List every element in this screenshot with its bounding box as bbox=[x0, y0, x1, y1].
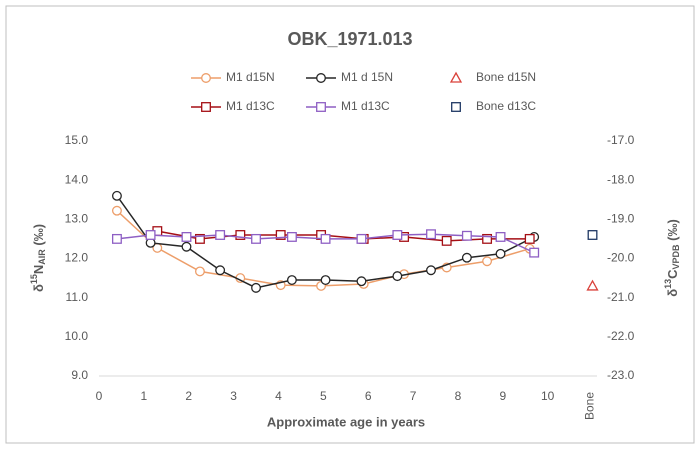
data-point bbox=[251, 233, 261, 244]
x-tick-label: 7 bbox=[410, 389, 417, 403]
legend-label: M1 d13C bbox=[226, 99, 275, 113]
data-point bbox=[194, 266, 205, 277]
x-tick-label: 1 bbox=[141, 389, 148, 403]
y2-tick-label: -22.0 bbox=[607, 329, 635, 343]
data-point bbox=[111, 190, 122, 201]
data-point bbox=[587, 230, 598, 240]
data-point bbox=[194, 233, 205, 244]
data-point bbox=[251, 282, 261, 293]
data-point bbox=[111, 205, 122, 216]
x-tick-label: Bone bbox=[583, 392, 597, 420]
data-point bbox=[215, 265, 226, 276]
data-point bbox=[320, 275, 331, 285]
y2-tick-label: -18.0 bbox=[607, 172, 635, 186]
legend-label: M1 d15N bbox=[226, 70, 275, 84]
data-point bbox=[286, 232, 297, 242]
x-tick-label: 10 bbox=[541, 389, 555, 403]
x-tick-label: 4 bbox=[275, 389, 282, 403]
data-point bbox=[461, 230, 472, 241]
data-point bbox=[392, 271, 403, 282]
data-point bbox=[524, 233, 535, 244]
legend-label: Bone d13C bbox=[476, 99, 536, 113]
data-point bbox=[356, 276, 367, 287]
y-tick-label: 9.0 bbox=[71, 368, 88, 382]
legend-marker bbox=[201, 102, 211, 112]
y2-tick-label: -17.0 bbox=[607, 133, 635, 147]
data-point bbox=[181, 232, 192, 242]
data-point bbox=[215, 230, 226, 240]
data-point bbox=[495, 232, 506, 242]
chart-title: OBK_1971.013 bbox=[287, 29, 412, 49]
y-tick-label: 13.0 bbox=[65, 212, 89, 226]
x-tick-label: 9 bbox=[499, 389, 506, 403]
x-tick-label: 3 bbox=[230, 389, 237, 403]
legend-marker bbox=[316, 73, 326, 83]
y-tick-label: 15.0 bbox=[65, 133, 89, 147]
x-axis-label: Approximate age in years bbox=[267, 414, 425, 429]
data-point bbox=[426, 229, 436, 240]
data-point bbox=[392, 230, 403, 240]
y2-tick-label: -23.0 bbox=[607, 368, 635, 382]
y-tick-label: 14.0 bbox=[65, 172, 89, 186]
data-point bbox=[275, 230, 286, 240]
y-tick-label: 11.0 bbox=[66, 290, 89, 304]
data-point bbox=[482, 233, 493, 244]
data-point bbox=[586, 279, 599, 291]
x-tick-label: 0 bbox=[96, 389, 103, 403]
data-point bbox=[145, 230, 156, 240]
legend-marker bbox=[449, 71, 463, 83]
y-axis-label: δ15NAIR (‰) bbox=[29, 224, 47, 292]
y-tick-label: 10.0 bbox=[65, 329, 89, 343]
legend-label: M1 d13C bbox=[341, 99, 390, 113]
data-point bbox=[529, 247, 540, 258]
data-point bbox=[461, 252, 472, 263]
data-point bbox=[441, 235, 452, 246]
data-point bbox=[356, 233, 367, 244]
data-point bbox=[320, 233, 331, 244]
x-tick-label: 8 bbox=[455, 389, 462, 403]
y2-tick-label: -20.0 bbox=[607, 251, 635, 265]
data-point bbox=[111, 233, 122, 244]
legend-marker bbox=[201, 73, 211, 83]
y2-tick-label: -21.0 bbox=[607, 290, 635, 304]
data-point bbox=[482, 256, 493, 267]
data-point bbox=[495, 248, 506, 259]
y2-axis-label: δ13CVPDB (‰) bbox=[663, 219, 681, 297]
data-point bbox=[426, 265, 436, 276]
x-tick-label: 6 bbox=[365, 389, 372, 403]
y-tick-label: 12.0 bbox=[65, 251, 89, 265]
legend-marker bbox=[316, 102, 326, 112]
data-point bbox=[235, 230, 246, 240]
x-tick-label: 2 bbox=[185, 389, 192, 403]
legend-marker bbox=[451, 102, 461, 112]
data-point bbox=[286, 275, 297, 285]
y2-tick-label: -19.0 bbox=[607, 212, 635, 226]
legend-label: Bone d15N bbox=[476, 70, 536, 84]
chart-frame bbox=[5, 5, 695, 444]
x-tick-label: 5 bbox=[320, 389, 327, 403]
data-point bbox=[181, 241, 192, 252]
legend-label: M1 d 15N bbox=[341, 70, 393, 84]
